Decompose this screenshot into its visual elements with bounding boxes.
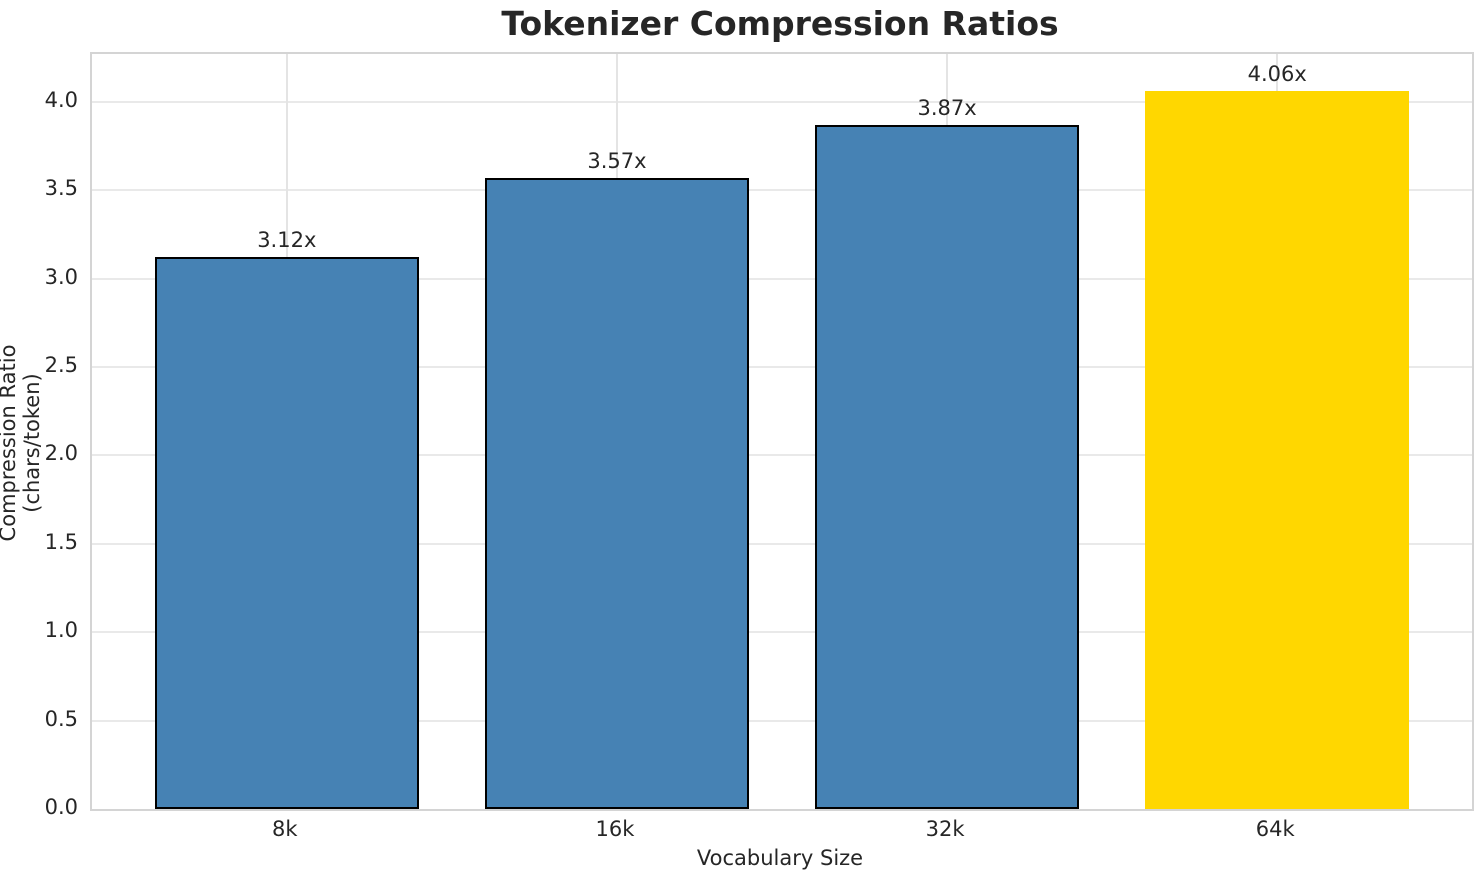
y-tick-label-2.5: 2.5 bbox=[44, 352, 78, 377]
bar-value-label-16k: 3.57x bbox=[587, 148, 647, 173]
y-tick-label-3.5: 3.5 bbox=[44, 176, 78, 201]
y-tick-label-0.0: 0.0 bbox=[44, 795, 78, 819]
bar-value-label-8k: 3.12x bbox=[257, 228, 317, 253]
y-gridline-3.5 bbox=[92, 189, 1472, 192]
bar-32k bbox=[815, 124, 1080, 809]
y-gridline-3.0 bbox=[92, 277, 1472, 280]
y-tick-label-1.5: 1.5 bbox=[44, 529, 78, 554]
y-gridline-2.0 bbox=[92, 454, 1472, 457]
x-tick-label-8k: 8k bbox=[272, 817, 298, 841]
y-tick-label-2.0: 2.0 bbox=[44, 441, 78, 466]
x-tick-label-32k: 32k bbox=[925, 817, 965, 841]
bar-16k bbox=[484, 177, 749, 809]
y-gridline-4.0 bbox=[92, 100, 1472, 103]
y-tick-label-0.5: 0.5 bbox=[44, 706, 78, 731]
y-tick-label-3.0: 3.0 bbox=[44, 264, 78, 289]
bar-64k bbox=[1145, 91, 1410, 809]
y-tick-label-1.0: 1.0 bbox=[44, 618, 78, 643]
chart-title: Tokenizer Compression Ratios bbox=[501, 4, 1059, 43]
plot-area: 3.12x 3.57x 3.87x 4.06x bbox=[90, 52, 1474, 811]
y-gridline-1.5 bbox=[92, 542, 1472, 545]
y-gridline-1.0 bbox=[92, 631, 1472, 634]
bar-value-label-32k: 3.87x bbox=[917, 95, 977, 120]
x-tick-label-64k: 64k bbox=[1255, 817, 1295, 841]
bar-value-label-64k: 4.06x bbox=[1247, 62, 1307, 87]
y-gridline-2.5 bbox=[92, 365, 1472, 368]
x-axis-label: Vocabulary Size bbox=[696, 846, 864, 870]
bar-8k bbox=[154, 257, 419, 809]
y-tick-label-4.0: 4.0 bbox=[44, 87, 78, 112]
x-tick-label-16k: 16k bbox=[595, 817, 635, 841]
y-gridline-0.5 bbox=[92, 719, 1472, 722]
